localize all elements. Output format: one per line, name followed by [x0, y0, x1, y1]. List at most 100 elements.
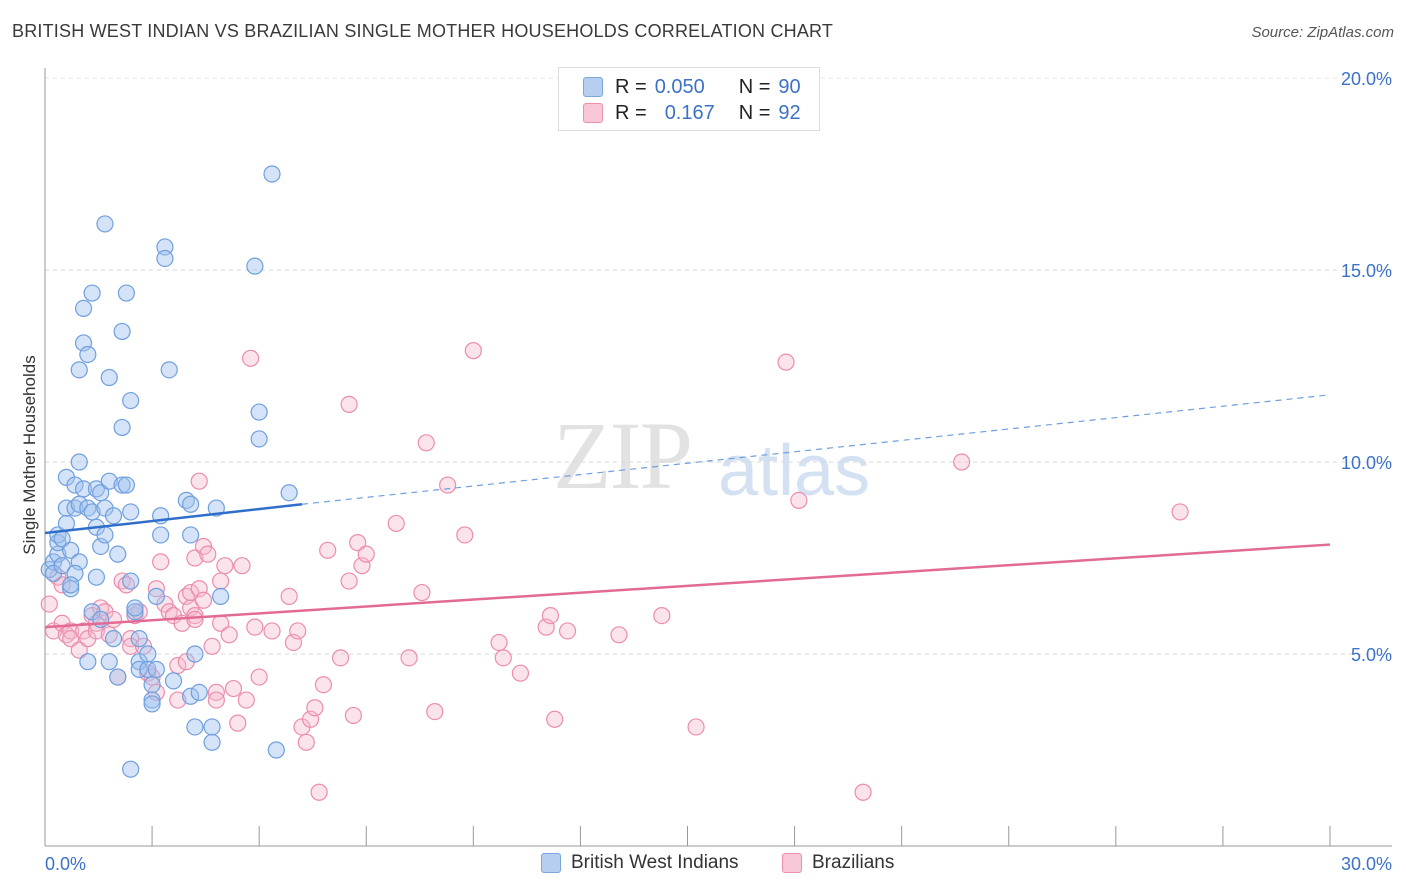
brazilian-point — [289, 622, 307, 640]
british-west-indian-point — [280, 484, 298, 502]
legend-row-pink: R = 0.167 N = 92 — [583, 100, 801, 126]
british-west-indian-point — [250, 403, 268, 421]
brazilian-point — [541, 606, 560, 625]
brazilian-point — [790, 491, 808, 509]
british-west-indian-point — [109, 668, 127, 686]
y-tick-label: 15.0% — [1341, 261, 1392, 281]
pink-square-icon — [782, 853, 802, 873]
british-west-indian-point — [53, 557, 71, 575]
brazilian-point — [186, 610, 204, 629]
brazilian-point — [203, 637, 221, 655]
british-west-indian-point — [70, 453, 88, 471]
watermark-zip: ZIP — [553, 402, 693, 509]
british-west-indian-point — [66, 476, 84, 494]
brazilian-point — [387, 514, 405, 533]
british-west-indian-point — [212, 587, 230, 606]
legend-n-value: 92 — [778, 101, 801, 124]
british-west-indian-point — [100, 472, 118, 490]
legend-n-label: N = — [738, 101, 771, 124]
british-west-indian-point — [143, 691, 161, 709]
british-west-indian-point — [130, 630, 148, 648]
british-west-indian-point — [79, 653, 97, 671]
brazilian-point — [246, 618, 264, 636]
brazilian-point — [242, 349, 260, 367]
brazilian-point — [220, 626, 238, 644]
correlation-legend: R = 0.050 N = 90 R = 0.167 N = 92 — [558, 67, 820, 131]
brazilian-point — [456, 526, 474, 544]
british-west-indian-point — [186, 718, 204, 736]
british-west-indian-point — [147, 660, 165, 678]
british-west-indian-point — [126, 603, 144, 621]
brazilian-point — [953, 453, 971, 471]
legend-label: Brazilians — [812, 852, 895, 873]
british-west-indian-point — [117, 284, 135, 302]
legend-r-value: 0.167 — [664, 101, 715, 124]
brazilian-point — [344, 706, 362, 725]
british-west-indian-point — [263, 165, 281, 183]
brazilian-point — [319, 541, 337, 559]
british-west-indian-point — [203, 718, 221, 736]
british-west-indian-point — [156, 249, 174, 268]
british-west-indian-point — [160, 361, 178, 379]
british-west-indian-point — [113, 322, 131, 341]
british-west-indian-point — [62, 576, 80, 594]
legend-label: British West Indians — [571, 852, 739, 873]
brazilian-point — [152, 553, 170, 571]
brazilian-point — [186, 549, 204, 567]
brazilian-point — [182, 583, 200, 602]
pink-swatch-icon — [583, 103, 603, 123]
brazilian-point — [610, 626, 628, 644]
british-west-indian-point — [203, 733, 221, 751]
brazilian-point — [340, 572, 358, 590]
legend-item-brazilians[interactable]: Brazilians — [782, 852, 894, 874]
x-tick-label-max: 30.0% — [1341, 854, 1392, 874]
brazilian-point — [297, 733, 315, 751]
legend-r-label: R = — [615, 75, 647, 98]
legend-item-british-west-indians[interactable]: British West Indians — [541, 852, 739, 874]
british-west-indian-point — [79, 345, 97, 364]
british-west-indian-trendline-extension — [301, 394, 1331, 505]
brazilian-point — [194, 591, 213, 609]
y-tick-label: 5.0% — [1351, 645, 1392, 665]
brazilian-point — [349, 534, 367, 552]
british-west-indian-point — [117, 476, 135, 494]
british-west-indian-point — [207, 499, 225, 517]
brazilian-point — [340, 395, 358, 413]
brazilian-point — [1171, 503, 1189, 521]
british-west-indian-point — [122, 572, 140, 590]
british-west-indian-point — [182, 687, 200, 705]
brazilian-point — [439, 476, 457, 494]
brazilian-point — [546, 710, 564, 728]
british-west-indian-point — [182, 526, 200, 544]
brazilian-point — [190, 472, 208, 490]
legend-r-value: 0.050 — [654, 75, 705, 98]
brazilian-point — [233, 557, 251, 575]
brazilian-point — [413, 583, 431, 602]
brazilian-point — [250, 668, 268, 686]
british-west-indian-point — [267, 741, 285, 759]
british-west-indian-point — [100, 368, 118, 387]
british-west-indian-point — [74, 480, 93, 498]
british-west-indian-point — [100, 653, 118, 671]
x-tick-label-min: 0.0% — [45, 854, 86, 874]
british-west-indian-point — [62, 541, 80, 559]
british-west-indian-point — [109, 545, 127, 563]
brazilian-point — [70, 641, 88, 659]
british-west-indian-point — [87, 568, 106, 586]
brazilian-trendline — [44, 543, 1331, 629]
legend-row-blue: R = 0.050 N = 90 — [583, 74, 801, 100]
brazilian-point — [331, 649, 350, 667]
brazilian-point — [653, 606, 671, 625]
british-west-indian-point — [182, 495, 200, 513]
brazilian-point — [40, 595, 58, 613]
british-west-indian-point — [96, 526, 114, 544]
brazilian-point — [224, 679, 243, 698]
series-legend: British West Indians Brazilians — [0, 852, 1406, 878]
legend-n-value: 90 — [778, 75, 801, 98]
british-west-indian-point — [139, 645, 157, 663]
brazilian-point — [494, 649, 512, 667]
british-west-indian-point — [147, 587, 165, 606]
y-tick-label: 20.0% — [1341, 69, 1392, 89]
source-credit: Source: ZipAtlas.com — [1251, 24, 1394, 41]
british-west-indian-point — [152, 526, 170, 544]
